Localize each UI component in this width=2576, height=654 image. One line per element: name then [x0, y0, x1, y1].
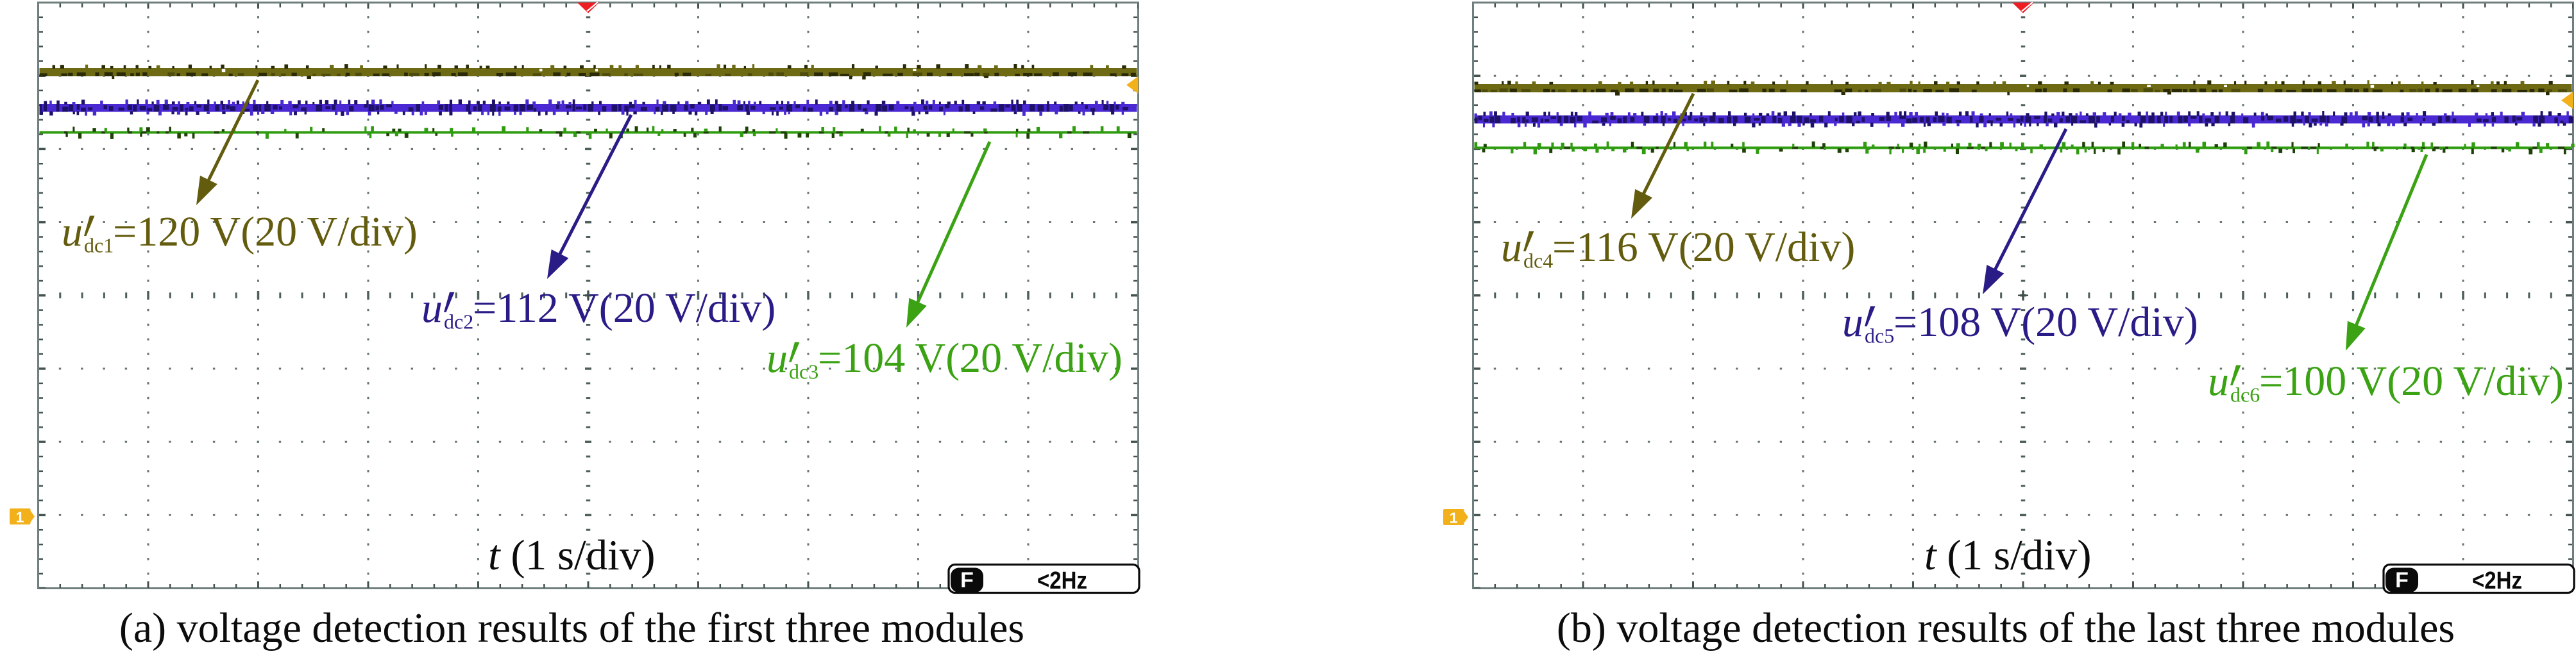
svg-text:dc4: dc4 [1523, 249, 1553, 272]
svg-text:F: F [960, 568, 974, 592]
svg-text:(a) voltage detection results: (a) voltage detection results of the fir… [119, 605, 1024, 651]
svg-text:u: u [2208, 358, 2229, 405]
svg-text:t: t [1924, 532, 1937, 579]
svg-text:=104 V(20 V/div): =104 V(20 V/div) [818, 335, 1123, 382]
svg-text:dc2: dc2 [444, 310, 473, 333]
svg-text:u: u [1501, 224, 1522, 271]
svg-text:<2Hz: <2Hz [1037, 567, 1087, 594]
svg-text:(b) voltage detection results: (b) voltage detection results of the las… [1557, 605, 2455, 651]
svg-text:=100 V(20 V/div): =100 V(20 V/div) [2259, 358, 2564, 405]
svg-text:=116 V(20 V/div): =116 V(20 V/div) [1552, 224, 1855, 271]
svg-text:u: u [767, 335, 788, 382]
svg-text:F: F [2395, 568, 2409, 592]
svg-text:=112 V(20 V/div): =112 V(20 V/div) [473, 285, 775, 331]
svg-text:dc5: dc5 [1865, 324, 1894, 348]
svg-text:t: t [488, 532, 501, 579]
svg-text:dc3: dc3 [789, 360, 818, 383]
svg-text:dc6: dc6 [2230, 383, 2260, 407]
svg-text:u: u [421, 285, 443, 331]
svg-text:(1 s/div): (1 s/div) [511, 532, 655, 579]
svg-text:=120 V(20 V/div): =120 V(20 V/div) [113, 208, 418, 255]
svg-text:u: u [1842, 299, 1863, 346]
svg-text:=108 V(20 V/div): =108 V(20 V/div) [1894, 299, 2198, 346]
svg-text:1: 1 [1450, 510, 1458, 526]
svg-text:(1 s/div): (1 s/div) [1947, 532, 2091, 579]
svg-text:dc1: dc1 [84, 234, 114, 257]
svg-text:u: u [62, 208, 83, 255]
svg-text:<2Hz: <2Hz [2472, 567, 2522, 594]
svg-text:1: 1 [16, 509, 24, 526]
